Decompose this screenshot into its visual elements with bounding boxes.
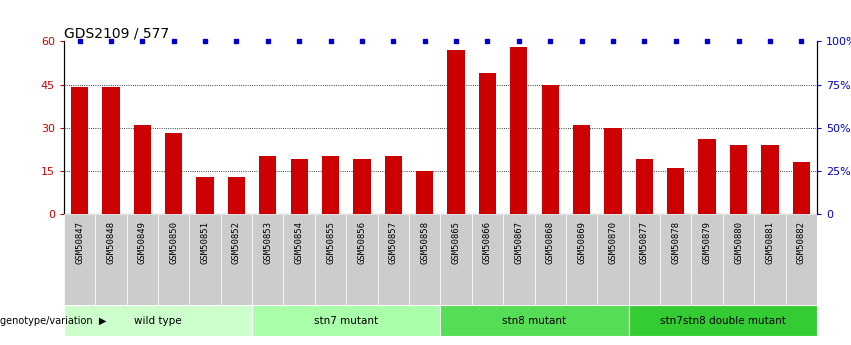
- Bar: [189, 214, 220, 305]
- Bar: [71, 87, 89, 214]
- Bar: [604, 128, 621, 214]
- Bar: [416, 171, 433, 214]
- Text: GSM50882: GSM50882: [797, 221, 806, 264]
- Bar: [534, 214, 566, 305]
- Text: GSM50857: GSM50857: [389, 221, 397, 264]
- Text: GSM50867: GSM50867: [514, 221, 523, 264]
- Bar: [102, 87, 119, 214]
- Text: GSM50851: GSM50851: [201, 221, 209, 264]
- Bar: [252, 214, 283, 305]
- Bar: [290, 159, 308, 214]
- Bar: [315, 214, 346, 305]
- Bar: [440, 214, 471, 305]
- Bar: [409, 214, 440, 305]
- Bar: [566, 214, 597, 305]
- Bar: [197, 177, 214, 214]
- Bar: [754, 214, 785, 305]
- Text: GSM50866: GSM50866: [483, 221, 492, 264]
- Bar: [440, 305, 629, 336]
- Bar: [346, 214, 378, 305]
- Text: GSM50858: GSM50858: [420, 221, 429, 264]
- Bar: [629, 214, 660, 305]
- Bar: [165, 134, 182, 214]
- Text: stn8 mutant: stn8 mutant: [502, 316, 567, 326]
- Bar: [95, 214, 127, 305]
- Text: GSM50878: GSM50878: [671, 221, 680, 264]
- Text: GSM50848: GSM50848: [106, 221, 116, 264]
- Bar: [691, 214, 722, 305]
- Text: GSM50865: GSM50865: [452, 221, 460, 264]
- Bar: [660, 214, 691, 305]
- Bar: [503, 214, 534, 305]
- Bar: [353, 159, 370, 214]
- Bar: [722, 214, 754, 305]
- Bar: [730, 145, 747, 214]
- Bar: [385, 156, 402, 214]
- Text: GSM50868: GSM50868: [545, 221, 555, 264]
- Text: GSM50854: GSM50854: [294, 221, 304, 264]
- Bar: [252, 305, 440, 336]
- Bar: [629, 305, 817, 336]
- Bar: [228, 177, 245, 214]
- Bar: [667, 168, 684, 214]
- Bar: [785, 214, 817, 305]
- Bar: [283, 214, 315, 305]
- Text: GDS2109 / 577: GDS2109 / 577: [64, 26, 169, 40]
- Text: GSM50852: GSM50852: [232, 221, 241, 264]
- Text: stn7 mutant: stn7 mutant: [314, 316, 379, 326]
- Bar: [64, 214, 95, 305]
- Text: wild type: wild type: [134, 316, 182, 326]
- Text: GSM50881: GSM50881: [765, 221, 774, 264]
- Text: GSM50855: GSM50855: [326, 221, 335, 264]
- Bar: [541, 85, 559, 214]
- Bar: [448, 50, 465, 214]
- Text: genotype/variation  ▶: genotype/variation ▶: [0, 316, 106, 326]
- Text: GSM50870: GSM50870: [608, 221, 618, 264]
- Bar: [322, 156, 340, 214]
- Text: stn7stn8 double mutant: stn7stn8 double mutant: [660, 316, 785, 326]
- Text: GSM50850: GSM50850: [169, 221, 178, 264]
- Bar: [64, 305, 252, 336]
- Bar: [158, 214, 189, 305]
- Bar: [479, 73, 496, 214]
- Bar: [699, 139, 716, 214]
- Text: GSM50849: GSM50849: [138, 221, 146, 264]
- Text: GSM50853: GSM50853: [263, 221, 272, 264]
- Text: GSM50879: GSM50879: [703, 221, 711, 264]
- Text: GSM50847: GSM50847: [75, 221, 84, 264]
- Bar: [511, 47, 528, 214]
- Bar: [471, 214, 503, 305]
- Text: GSM50877: GSM50877: [640, 221, 648, 264]
- Bar: [378, 214, 409, 305]
- Bar: [792, 162, 810, 214]
- Bar: [134, 125, 151, 214]
- Bar: [220, 214, 252, 305]
- Bar: [762, 145, 779, 214]
- Bar: [573, 125, 591, 214]
- Text: GSM50880: GSM50880: [734, 221, 743, 264]
- Bar: [260, 156, 277, 214]
- Bar: [597, 214, 629, 305]
- Bar: [127, 214, 158, 305]
- Text: GSM50856: GSM50856: [357, 221, 367, 264]
- Text: GSM50869: GSM50869: [577, 221, 586, 264]
- Bar: [636, 159, 653, 214]
